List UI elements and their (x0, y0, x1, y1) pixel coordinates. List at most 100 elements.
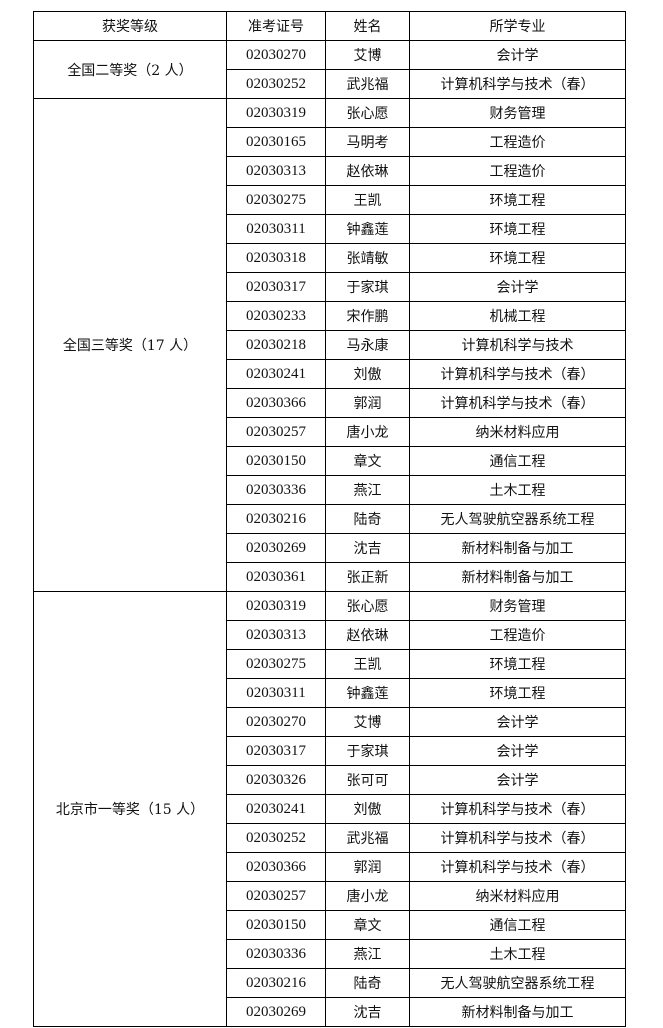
table-row: 02030311 钟鑫莲 环境工程 (34, 214, 626, 244)
name-cell: 马明考 (325, 127, 410, 157)
major-cell: 环境工程 (409, 214, 626, 244)
major-cell: 会计学 (409, 736, 626, 766)
name-cell: 武兆福 (325, 69, 410, 99)
exam-id-cell: 02030319 (226, 591, 326, 621)
major-cell: 财务管理 (409, 98, 626, 128)
exam-id-cell: 02030216 (226, 504, 326, 534)
table-row: 02030313 赵依琳 工程造价 (34, 156, 626, 186)
table-row: 02030257 唐小龙 纳米材料应用 (34, 881, 626, 911)
major-cell: 计算机科学与技术 (409, 330, 626, 360)
exam-id-cell: 02030269 (226, 533, 326, 563)
major-cell: 会计学 (409, 40, 626, 70)
name-cell: 沈吉 (325, 997, 410, 1027)
name-cell: 艾博 (325, 40, 410, 70)
header-award-level: 获奖等级 (33, 11, 227, 41)
table-row: 02030165 马明考 工程造价 (34, 127, 626, 157)
exam-id-cell: 02030313 (226, 620, 326, 650)
table-row: 02030233 宋作鹏 机械工程 (34, 301, 626, 331)
table-row: 02030150 章文 通信工程 (34, 910, 626, 940)
major-cell: 会计学 (409, 765, 626, 795)
name-cell: 唐小龙 (325, 881, 410, 911)
exam-id-cell: 02030311 (226, 214, 326, 244)
major-cell: 会计学 (409, 707, 626, 737)
name-cell: 刘傲 (325, 794, 410, 824)
name-cell: 郭润 (325, 388, 410, 418)
exam-id-cell: 02030241 (226, 359, 326, 389)
major-cell: 通信工程 (409, 910, 626, 940)
name-cell: 于家琪 (325, 272, 410, 302)
table-row: 02030218 马永康 计算机科学与技术 (34, 330, 626, 360)
table-row: 02030317 于家琪 会计学 (34, 272, 626, 302)
table-row: 02030269 沈吉 新材料制备与加工 (34, 997, 626, 1027)
exam-id-cell: 02030241 (226, 794, 326, 824)
table-body: 全国二等奖（2 人） 02030270 艾博 会计学 02030252 武兆福 计算机科学与… (33, 40, 626, 1027)
table-row: 02030366 郭润 计算机科学与技术（春） (34, 852, 626, 882)
name-cell: 郭润 (325, 852, 410, 882)
exam-id-cell: 02030361 (226, 562, 326, 592)
exam-id-cell: 02030275 (226, 185, 326, 215)
exam-id-cell: 02030317 (226, 272, 326, 302)
exam-id-cell: 02030366 (226, 852, 326, 882)
header-row: 获奖等级 准考证号 姓名 所学专业 (33, 11, 626, 41)
major-cell: 会计学 (409, 272, 626, 302)
name-cell: 赵依琳 (325, 156, 410, 186)
name-cell: 章文 (325, 910, 410, 940)
award-level-cell: 北京市一等奖（15 人） (33, 591, 227, 1027)
exam-id-cell: 02030233 (226, 301, 326, 331)
major-cell: 纳米材料应用 (409, 417, 626, 447)
major-cell: 财务管理 (409, 591, 626, 621)
major-cell: 土木工程 (409, 475, 626, 505)
exam-id-cell: 02030317 (226, 736, 326, 766)
name-cell: 赵依琳 (325, 620, 410, 650)
exam-id-cell: 02030366 (226, 388, 326, 418)
exam-id-cell: 02030326 (226, 765, 326, 795)
table-row: 02030361 张正新 新材料制备与加工 (34, 562, 626, 592)
exam-id-cell: 02030319 (226, 98, 326, 128)
name-cell: 钟鑫莲 (325, 678, 410, 708)
major-cell: 计算机科学与技术（春） (409, 359, 626, 389)
major-cell: 无人驾驶航空器系统工程 (409, 968, 626, 998)
award-level-cell: 全国二等奖（2 人） (33, 40, 227, 99)
exam-id-cell: 02030270 (226, 707, 326, 737)
major-cell: 计算机科学与技术（春） (409, 69, 626, 99)
major-cell: 新材料制备与加工 (409, 562, 626, 592)
major-cell: 工程造价 (409, 127, 626, 157)
major-cell: 土木工程 (409, 939, 626, 969)
exam-id-cell: 02030275 (226, 649, 326, 679)
exam-id-cell: 02030257 (226, 881, 326, 911)
table-row: 02030216 陆奇 无人驾驶航空器系统工程 (34, 504, 626, 534)
table-row: 02030241 刘傲 计算机科学与技术（春） (34, 794, 626, 824)
table-row: 02030252 武兆福 计算机科学与技术（春） (34, 69, 626, 99)
exam-id-cell: 02030257 (226, 417, 326, 447)
name-cell: 于家琪 (325, 736, 410, 766)
awards-table: 获奖等级 准考证号 姓名 所学专业 全国二等奖（2 人） 02030270 艾博 会计… (33, 11, 626, 1027)
major-cell: 工程造价 (409, 620, 626, 650)
exam-id-cell: 02030252 (226, 823, 326, 853)
major-cell: 环境工程 (409, 243, 626, 273)
exam-id-cell: 02030311 (226, 678, 326, 708)
name-cell: 燕江 (325, 475, 410, 505)
major-cell: 计算机科学与技术（春） (409, 852, 626, 882)
exam-id-cell: 02030336 (226, 475, 326, 505)
major-cell: 计算机科学与技术（春） (409, 823, 626, 853)
exam-id-cell: 02030165 (226, 127, 326, 157)
major-cell: 纳米材料应用 (409, 881, 626, 911)
header-exam-id: 准考证号 (226, 11, 326, 41)
name-cell: 张正新 (325, 562, 410, 592)
name-cell: 张靖敏 (325, 243, 410, 273)
header-major: 所学专业 (409, 11, 626, 41)
major-cell: 新材料制备与加工 (409, 533, 626, 563)
exam-id-cell: 02030336 (226, 939, 326, 969)
name-cell: 唐小龙 (325, 417, 410, 447)
table-row: 02030275 王凯 环境工程 (34, 649, 626, 679)
major-cell: 工程造价 (409, 156, 626, 186)
exam-id-cell: 02030269 (226, 997, 326, 1027)
award-level-cell: 全国三等奖（17 人） (33, 98, 227, 592)
name-cell: 马永康 (325, 330, 410, 360)
name-cell: 燕江 (325, 939, 410, 969)
table-row: 02030366 郭润 计算机科学与技术（春） (34, 388, 626, 418)
name-cell: 王凯 (325, 185, 410, 215)
exam-id-cell: 02030218 (226, 330, 326, 360)
name-cell: 钟鑫莲 (325, 214, 410, 244)
name-cell: 陆奇 (325, 968, 410, 998)
